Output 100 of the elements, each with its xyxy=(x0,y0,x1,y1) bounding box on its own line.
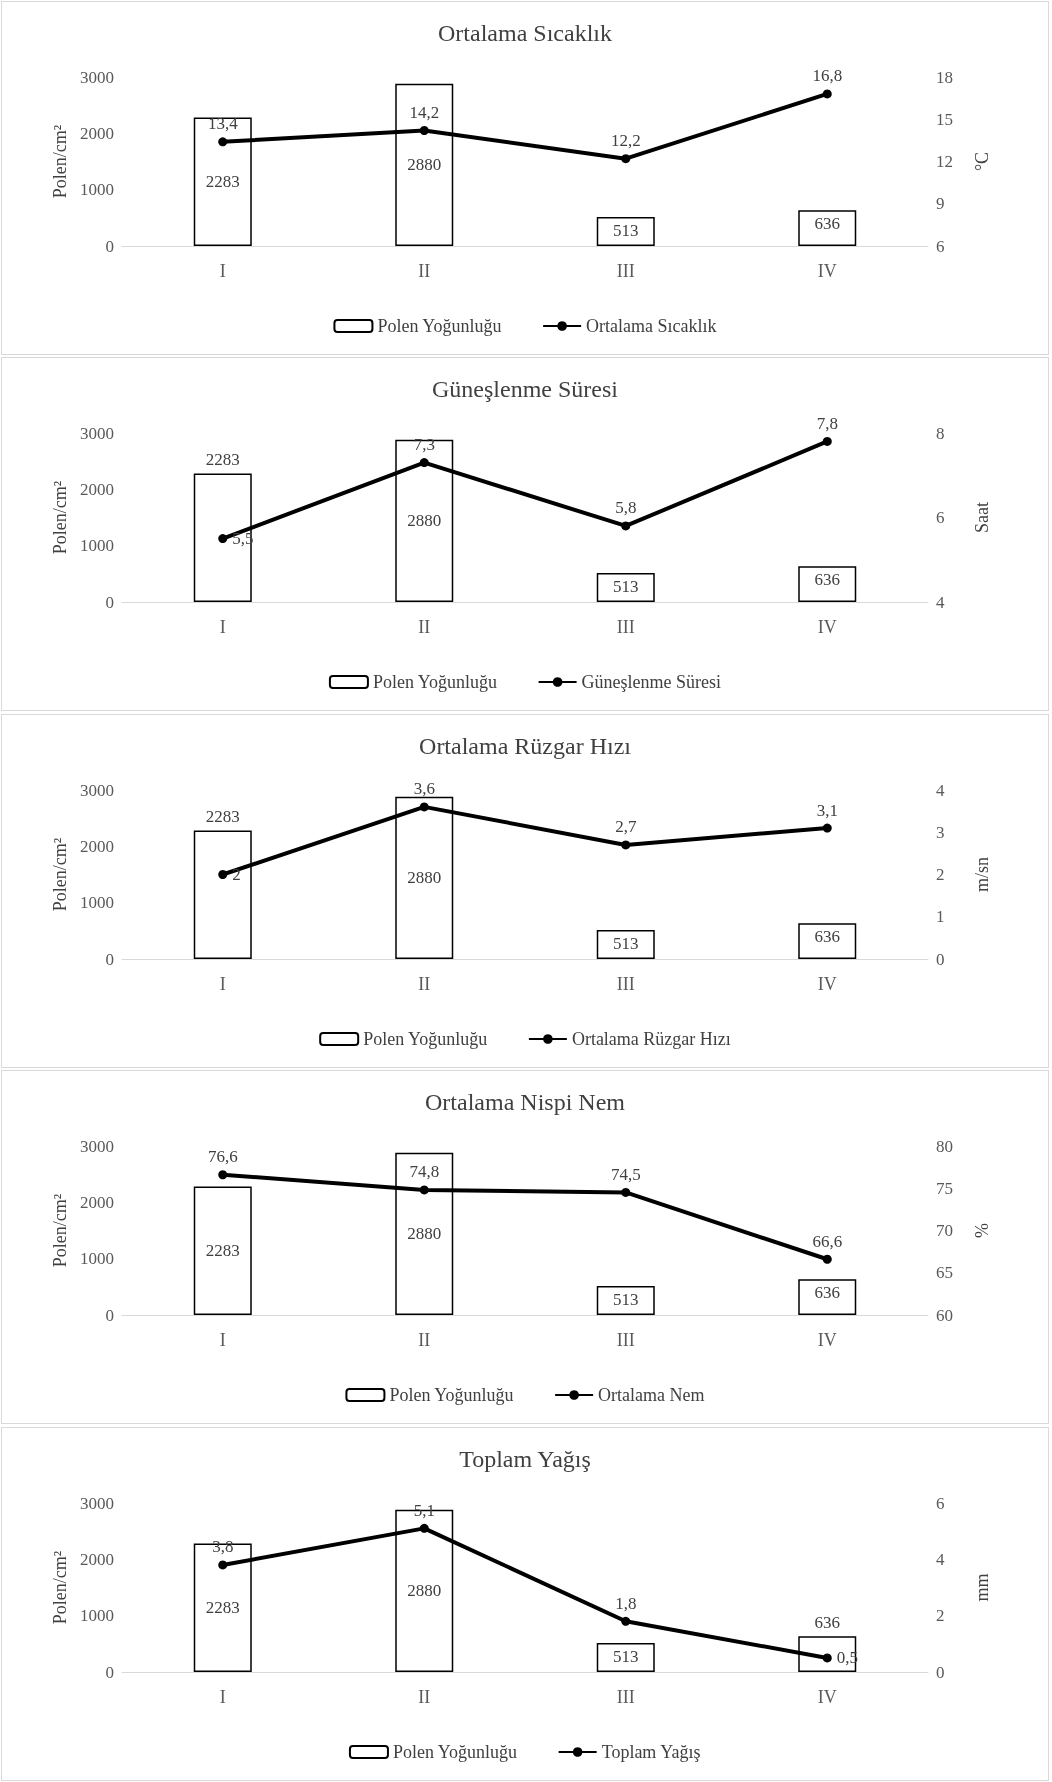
legend-label: Güneşlenme Süresi xyxy=(581,672,722,693)
y2-axis-title: % xyxy=(972,1223,992,1239)
legend-label: Ortalama Nem xyxy=(598,1385,705,1406)
y-tick-label: 2000 xyxy=(80,1549,114,1569)
legend-label: Polen Yoğunluğu xyxy=(389,1385,514,1406)
data-label: 513 xyxy=(613,577,639,597)
point xyxy=(419,1185,429,1195)
y2-tick-label: 18 xyxy=(936,67,953,87)
y2-axis-title: mm xyxy=(972,1573,992,1602)
x-tick-label: I xyxy=(219,1330,226,1351)
data-label: 636 xyxy=(814,1612,840,1632)
data-label: 2283 xyxy=(205,1241,240,1261)
chart-title: Ortalama Nispi Nem xyxy=(425,1089,626,1116)
y-tick-label: 1000 xyxy=(80,180,114,200)
data-label: 513 xyxy=(613,933,639,953)
x-tick-label: IV xyxy=(817,1330,837,1351)
y2-tick-label: 70 xyxy=(936,1221,953,1241)
legend-label: Polen Yoğunluğu xyxy=(363,1028,488,1049)
y2-tick-label: 0 xyxy=(936,949,945,969)
y-tick-label: 3000 xyxy=(80,780,114,800)
data-label: 3,6 xyxy=(413,779,435,799)
y-tick-label: 0 xyxy=(105,592,114,612)
legend-label: Polen Yoğunluğu xyxy=(392,1741,517,1762)
chart-title: Ortalama Rüzgar Hızı xyxy=(419,732,632,759)
y2-tick-label: 15 xyxy=(936,109,953,129)
data-label: 2283 xyxy=(205,450,240,470)
bar xyxy=(596,1286,655,1316)
bar xyxy=(596,217,655,246)
data-label: 513 xyxy=(613,1646,639,1666)
data-label: 74,5 xyxy=(610,1165,641,1185)
x-tick-label: II xyxy=(418,1330,431,1351)
legend-label: Ortalama Rüzgar Hızı xyxy=(571,1028,731,1049)
data-label: 3,1 xyxy=(816,800,838,820)
y-axis-title: Polen/cm² xyxy=(50,481,71,555)
y2-tick-label: 4 xyxy=(936,780,945,800)
x-tick-label: I xyxy=(219,1686,226,1707)
data-label: 7,3 xyxy=(413,435,435,455)
data-label: 2283 xyxy=(205,807,240,827)
x-tick-label: III xyxy=(616,1330,635,1351)
y-axis-title: Polen/cm² xyxy=(50,1193,71,1268)
x-tick-label: IV xyxy=(817,261,837,281)
bar xyxy=(193,1186,252,1316)
x-tick-label: III xyxy=(616,1686,635,1707)
y2-tick-label: 12 xyxy=(936,152,953,171)
point xyxy=(218,869,228,879)
point xyxy=(419,458,429,468)
y2-tick-label: 4 xyxy=(936,592,945,612)
data-label: 636 xyxy=(814,1283,840,1303)
y-tick-label: 1000 xyxy=(80,892,114,912)
point xyxy=(822,1653,832,1663)
x-tick-label: IV xyxy=(817,1686,837,1707)
y-tick-label: 3000 xyxy=(80,1136,114,1156)
data-label: 636 xyxy=(814,926,840,946)
point xyxy=(621,1616,631,1626)
y2-tick-label: 2 xyxy=(936,1605,945,1625)
y2-tick-label: 6 xyxy=(936,236,945,256)
point xyxy=(822,823,832,833)
point xyxy=(419,802,429,812)
y2-tick-label: 9 xyxy=(936,194,945,214)
bar xyxy=(798,566,857,603)
y-tick-label: 0 xyxy=(105,949,114,969)
data-label: 14,2 xyxy=(409,103,440,123)
data-label: 513 xyxy=(613,1290,639,1310)
data-label: 513 xyxy=(613,221,639,241)
y2-tick-label: 0 xyxy=(936,1662,945,1682)
bar xyxy=(798,210,857,246)
y-tick-label: 1000 xyxy=(80,1249,114,1269)
bar xyxy=(596,573,655,603)
legend-label: Polen Yoğunluğu xyxy=(372,672,497,693)
data-label: 2880 xyxy=(407,1580,442,1600)
y2-axis-title: °C xyxy=(972,151,992,172)
y2-tick-label: 80 xyxy=(936,1136,953,1156)
y2-tick-label: 2 xyxy=(936,864,945,884)
x-tick-label: I xyxy=(219,617,226,638)
data-label: 16,8 xyxy=(812,66,843,86)
y2-tick-label: 8 xyxy=(936,423,945,443)
y-tick-label: 3000 xyxy=(80,67,114,87)
y-tick-label: 0 xyxy=(105,1305,114,1325)
point xyxy=(822,1254,832,1264)
y2-tick-label: 4 xyxy=(936,1549,945,1569)
data-label: 2283 xyxy=(205,1597,240,1617)
data-label: 12,2 xyxy=(610,131,641,151)
y2-tick-label: 75 xyxy=(936,1178,953,1198)
y-axis-title: Polen/cm² xyxy=(50,1550,71,1624)
data-label: 2880 xyxy=(407,155,442,175)
data-label: 66,6 xyxy=(812,1231,843,1251)
data-label: 636 xyxy=(814,570,840,590)
y-tick-label: 0 xyxy=(105,1662,114,1682)
x-tick-label: I xyxy=(219,973,226,994)
data-label: 2,7 xyxy=(615,817,637,837)
y2-tick-label: 65 xyxy=(936,1263,953,1283)
x-tick-label: II xyxy=(418,1686,431,1707)
y-tick-label: 2000 xyxy=(80,1193,114,1213)
y2-tick-label: 6 xyxy=(936,1493,945,1513)
y2-axis-title: Saat xyxy=(972,502,992,534)
point xyxy=(621,1188,631,1198)
x-tick-label: II xyxy=(418,261,431,281)
data-label: 7,8 xyxy=(816,414,838,434)
data-label: 2283 xyxy=(205,172,240,192)
y-tick-label: 3000 xyxy=(80,423,114,443)
